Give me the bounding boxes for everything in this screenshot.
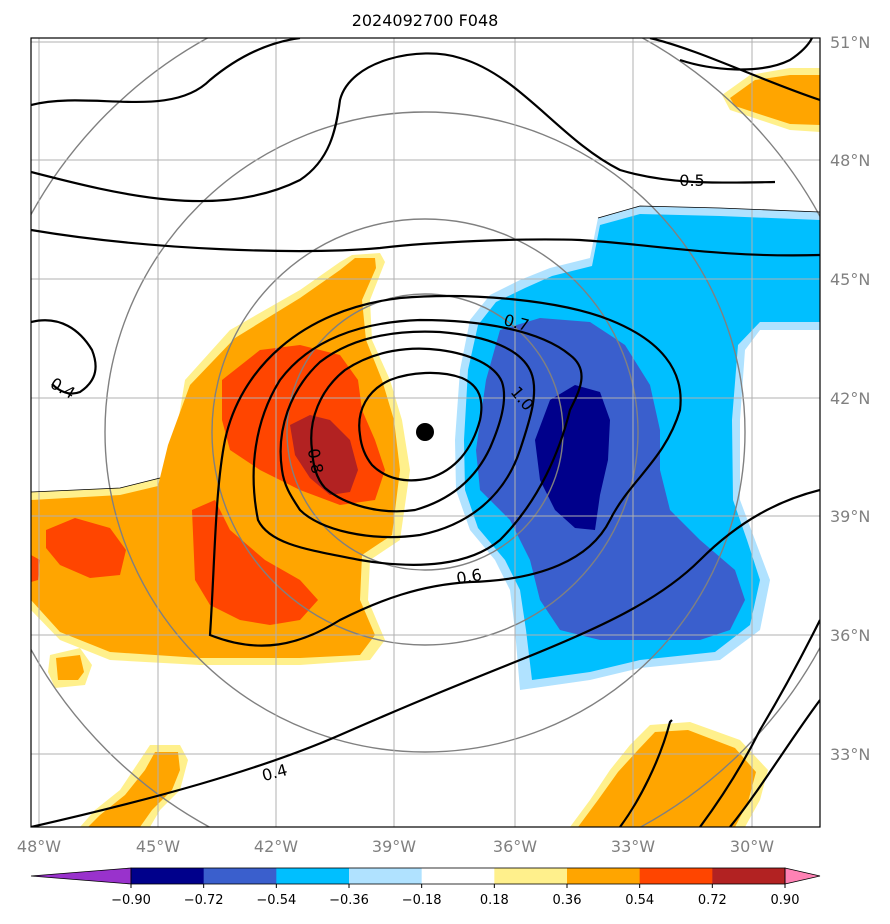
colorbar-segment xyxy=(567,868,641,884)
lat-tick-label: 51°N xyxy=(830,33,870,52)
colorbar-frame xyxy=(130,867,786,885)
colorbar-tick-label: −0.36 xyxy=(329,893,369,908)
lat-tick-label: 48°N xyxy=(830,151,870,170)
colorbar-segment xyxy=(712,868,786,884)
colorbar-tick-label: −0.54 xyxy=(256,893,296,908)
positive-anomaly-small xyxy=(48,648,92,688)
colorbar-tick-label: 0.72 xyxy=(698,893,727,908)
anomaly-outline xyxy=(31,205,820,493)
colorbar-segment xyxy=(131,868,205,884)
colorbar-tick-label: 0.90 xyxy=(771,893,800,908)
colorbar-tick-label: −0.72 xyxy=(184,893,224,908)
contour-label: 0.5 xyxy=(679,171,704,190)
lon-tick-label: 33°W xyxy=(611,837,655,856)
lon-tick-label: 36°W xyxy=(493,837,537,856)
contour-label: 0.8 xyxy=(304,447,327,475)
contour-label: 0.6 xyxy=(455,565,483,588)
colorbar: −0.90 −0.72 −0.54 −0.36 −0.18 0.18 0.36 0.54 0.7… xyxy=(30,867,821,908)
storm-center-dot xyxy=(416,423,434,441)
lon-tick-label: 42°W xyxy=(254,837,298,856)
map-title: 2024092700 F048 xyxy=(352,11,499,30)
lat-tick-label: 33°N xyxy=(830,745,870,764)
colorbar-extend-high xyxy=(784,867,821,885)
map-frame xyxy=(30,37,821,828)
lon-tick-label: 30°W xyxy=(730,837,774,856)
colorbar-tick-label: 0.18 xyxy=(480,893,509,908)
colorbar-segment xyxy=(494,868,568,884)
colorbar-tick-label: 0.54 xyxy=(625,893,654,908)
colorbar-segment xyxy=(203,868,277,884)
map-area: 0.5 0.7 1.0 0.8 0.4 0.6 0.4 xyxy=(31,38,820,827)
latitude-ticks: 51°N 48°N 45°N 42°N 39°N 36°N 33°N xyxy=(830,33,870,764)
colorbar-segment xyxy=(276,868,350,884)
lon-tick-label: 39°W xyxy=(372,837,416,856)
lat-tick-label: 36°N xyxy=(830,626,870,645)
colorbar-tick-label: −0.18 xyxy=(402,893,442,908)
lat-tick-label: 42°N xyxy=(830,389,870,408)
colorbar-tick-label: −0.90 xyxy=(111,893,151,908)
lat-tick-label: 45°N xyxy=(830,270,870,289)
colorbar-segment xyxy=(639,868,713,884)
colorbar-segment xyxy=(421,868,495,884)
lat-tick-label: 39°N xyxy=(830,507,870,526)
contour-lines xyxy=(31,38,820,827)
colorbar-extend-low xyxy=(30,867,132,885)
lon-tick-label: 45°W xyxy=(136,837,180,856)
lon-tick-label: 48°W xyxy=(17,837,61,856)
longitude-ticks: 48°W 45°W 42°W 39°W 36°W 33°W 30°W xyxy=(17,837,774,856)
colorbar-tick-label: 0.36 xyxy=(553,893,582,908)
colorbar-segment xyxy=(349,868,423,884)
gridlines xyxy=(31,38,820,827)
